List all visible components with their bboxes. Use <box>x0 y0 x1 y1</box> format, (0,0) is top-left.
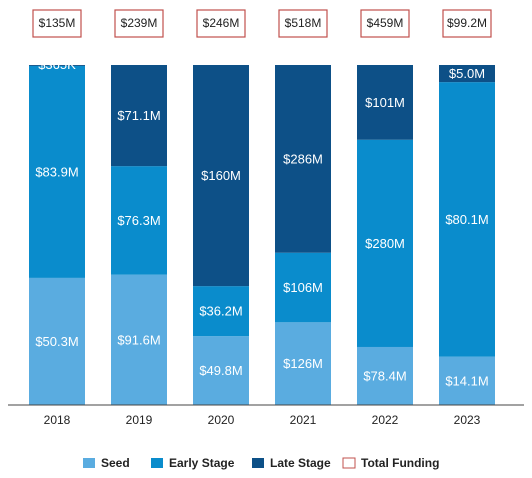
data-label: $365K <box>38 57 76 72</box>
bar-segment <box>29 65 85 66</box>
data-label: $71.1M <box>117 108 160 123</box>
x-tick-label: 2019 <box>126 413 153 427</box>
legend-label: Seed <box>101 456 130 470</box>
x-tick-label: 2018 <box>44 413 71 427</box>
bar-segment <box>275 252 331 323</box>
data-label: $76.3M <box>117 213 160 228</box>
data-label: $160M <box>201 168 241 183</box>
bar-segment <box>193 336 249 405</box>
data-label: $126M <box>283 356 323 371</box>
bar-segment <box>357 346 413 405</box>
data-label: $106M <box>283 280 323 295</box>
data-label: $91.6M <box>117 332 160 347</box>
total-label: $518M <box>285 16 322 30</box>
x-tick-label: 2020 <box>208 413 235 427</box>
legend-label: Early Stage <box>169 456 235 470</box>
data-label: $280M <box>365 236 405 251</box>
legend-label: Late Stage <box>270 456 331 470</box>
total-box <box>32 9 82 38</box>
data-label: $78.4M <box>363 368 406 383</box>
data-label: $101M <box>365 95 405 110</box>
data-label: $50.3M <box>35 334 78 349</box>
total-box <box>114 9 164 38</box>
bar-segment <box>29 277 85 405</box>
bar-segment <box>275 322 331 405</box>
bar-segment <box>111 65 167 167</box>
data-label: $14.1M <box>445 373 488 388</box>
total-label: $459M <box>367 16 404 30</box>
total-label: $99.2M <box>447 16 487 30</box>
data-label: $80.1M <box>445 212 488 227</box>
legend-swatch <box>342 457 356 469</box>
total-label: $135M <box>39 16 76 30</box>
data-label: $5.0M <box>449 66 485 81</box>
total-box <box>442 9 492 38</box>
bar-segment <box>275 65 331 253</box>
x-tick-label: 2021 <box>290 413 317 427</box>
data-label: $286M <box>283 151 323 166</box>
data-label: $49.8M <box>199 363 242 378</box>
bar-segment <box>111 274 167 405</box>
data-label: $83.9M <box>35 164 78 179</box>
legend-swatch <box>252 458 264 468</box>
legend-swatch <box>151 458 163 468</box>
x-tick-label: 2023 <box>454 413 481 427</box>
legend-swatch <box>83 458 95 468</box>
data-label: $36.2M <box>199 304 242 319</box>
x-tick-label: 2022 <box>372 413 399 427</box>
bar-segment <box>193 65 249 287</box>
bar-segment <box>439 65 495 83</box>
bar-segment <box>193 286 249 337</box>
bar-segment <box>439 82 495 357</box>
bar-segment <box>357 139 413 347</box>
total-label: $239M <box>121 16 158 30</box>
bar-segment <box>439 356 495 405</box>
total-box <box>196 9 246 38</box>
total-box <box>360 9 410 38</box>
bar-segment <box>111 166 167 275</box>
bar-segment <box>357 65 413 140</box>
bar-segment <box>29 65 85 278</box>
legend-label: Total Funding <box>361 456 439 470</box>
total-label: $246M <box>203 16 240 30</box>
total-box <box>278 9 328 38</box>
